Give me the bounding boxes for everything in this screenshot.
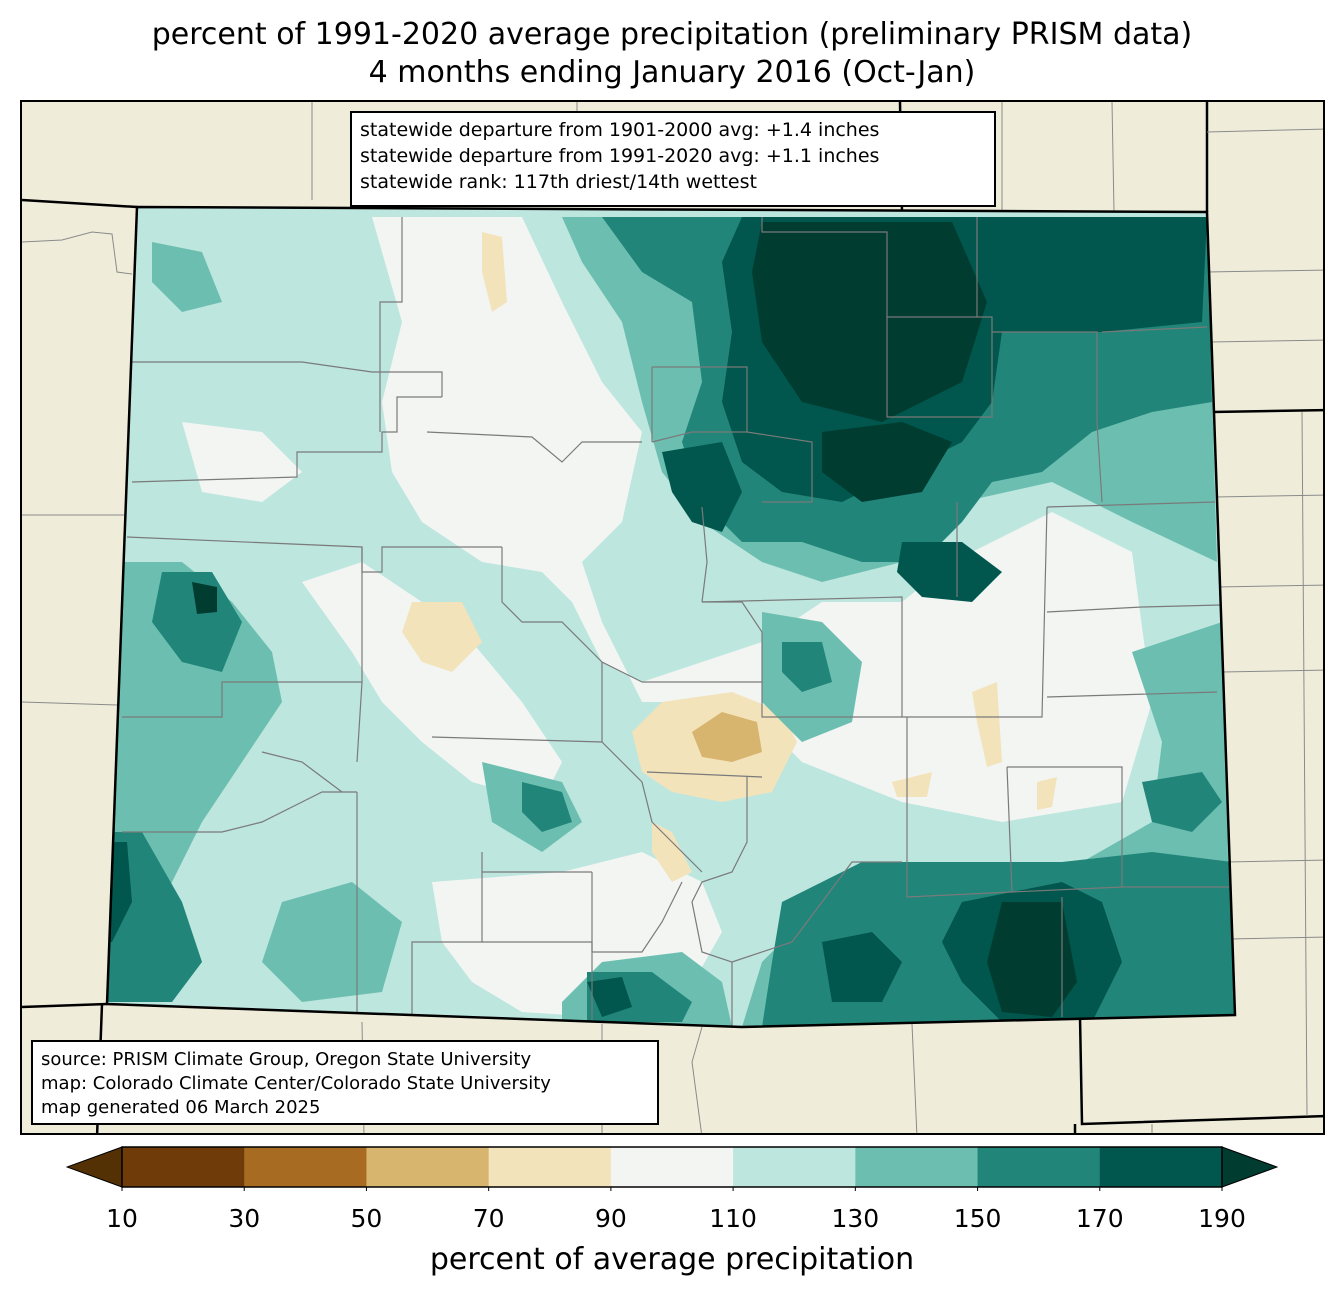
county-lines: [122, 217, 1232, 1027]
colorbar-bin: [488, 1147, 612, 1187]
colorbar-label: percent of average precipitation: [429, 1242, 915, 1277]
colorbar-bin: [122, 1147, 245, 1187]
colorbar-tick-label: 130: [831, 1204, 880, 1233]
colorbar-bin: [366, 1147, 490, 1187]
colorbar-bin: [610, 1147, 734, 1187]
colorbar-tick-label: 170: [1075, 1204, 1124, 1233]
stats-departure-1901: statewide departure from 1901-2000 avg: …: [360, 119, 880, 141]
map-frame: [20, 100, 1325, 1135]
source-box: source: PRISM Climate Group, Oregon Stat…: [31, 1040, 659, 1125]
generated-date-line: map generated 06 March 2025: [41, 1097, 321, 1118]
colorbar-over-arrow: [1221, 1146, 1278, 1188]
map-title-line-2: 4 months ending January 2016 (Oct-Jan): [368, 55, 976, 90]
stats-departure-1991: statewide departure from 1991-2020 avg: …: [360, 145, 880, 167]
colorbar-under-arrow: [66, 1146, 123, 1188]
precipitation-map: [22, 102, 1323, 1133]
colorbar: [66, 1146, 1278, 1191]
statewide-stats-box: statewide departure from 1901-2000 avg: …: [350, 111, 996, 207]
colorbar-tick-label: 70: [472, 1204, 505, 1233]
colorbar-tick-label: 110: [709, 1204, 757, 1233]
colorbar-bin: [1099, 1147, 1223, 1187]
colorbar-bin: [977, 1147, 1101, 1187]
colorbar-tick-label: 150: [953, 1204, 1002, 1233]
colorbar-bin: [855, 1147, 979, 1187]
colorado-outline: [105, 205, 1237, 1029]
precipitation-field: [107, 207, 1235, 1027]
source-line: source: PRISM Climate Group, Oregon Stat…: [41, 1049, 532, 1070]
colorbar-bin: [244, 1147, 367, 1187]
map-title-line-1: percent of 1991-2020 average precipitati…: [151, 17, 1193, 52]
colorbar-frame: [121, 1146, 1223, 1188]
colorbar-tick-label: 50: [350, 1204, 383, 1233]
map-credit-line: map: Colorado Climate Center/Colorado St…: [41, 1073, 551, 1094]
colorbar-tick-label: 190: [1198, 1204, 1246, 1233]
colorbar-tick-label: 30: [228, 1204, 261, 1233]
colorbar-tick-label: 90: [594, 1204, 627, 1233]
colorbar-tick-label: 10: [106, 1204, 138, 1233]
stats-rank: statewide rank: 117th driest/14th wettes…: [360, 171, 757, 193]
colorbar-bin: [733, 1147, 856, 1187]
